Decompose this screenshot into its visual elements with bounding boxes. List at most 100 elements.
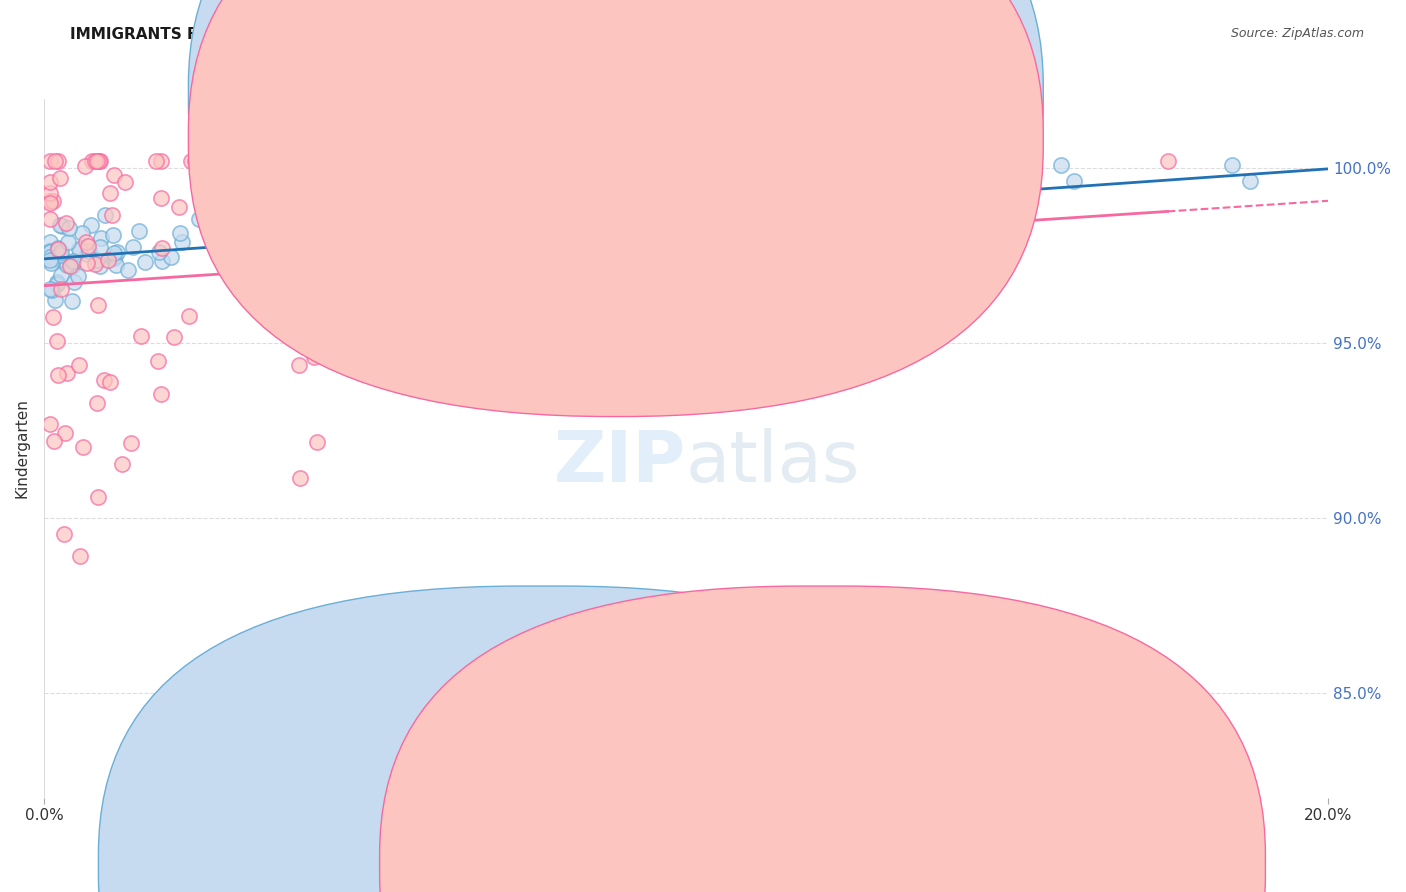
Point	[302, 245, 325, 260]
Point	[1019, 177, 1042, 191]
Point	[90, 231, 112, 245]
Point	[207, 240, 229, 254]
Point	[302, 253, 325, 268]
Point	[1049, 158, 1071, 172]
Point	[60, 294, 83, 309]
Point	[46, 277, 69, 291]
Point	[86, 154, 108, 169]
Point	[63, 275, 86, 289]
Point	[93, 373, 115, 387]
Point	[305, 434, 328, 449]
Point	[120, 436, 142, 450]
Point	[48, 252, 70, 266]
Point	[149, 386, 172, 401]
Point	[56, 366, 79, 380]
Point	[86, 253, 108, 268]
Point	[145, 154, 167, 169]
Point	[46, 368, 69, 383]
Point	[46, 241, 69, 255]
Point	[148, 354, 170, 368]
Point	[1220, 158, 1243, 172]
Point	[105, 245, 128, 260]
Point	[39, 417, 62, 431]
Point	[44, 293, 66, 308]
Point	[111, 457, 134, 471]
Point	[150, 191, 173, 205]
Point	[72, 440, 94, 454]
Point	[170, 235, 193, 249]
Point	[39, 250, 62, 264]
Point	[292, 248, 315, 262]
Text: R = 0.088   N = 69: R = 0.088 N = 69	[640, 134, 810, 152]
Point	[121, 239, 143, 253]
Point	[73, 159, 96, 173]
Point	[39, 245, 62, 260]
Point	[51, 219, 73, 233]
Text: IMMIGRANTS FROM IRELAND VS IMMIGRANTS FROM BELIZE KINDERGARTEN CORRELATION CHART: IMMIGRANTS FROM IRELAND VS IMMIGRANTS FR…	[70, 27, 908, 42]
Point	[129, 329, 152, 343]
Point	[952, 206, 974, 220]
Point	[59, 255, 82, 269]
Point	[53, 527, 76, 541]
Point	[39, 175, 62, 189]
Point	[42, 310, 65, 325]
Point	[55, 216, 77, 230]
Point	[288, 358, 311, 372]
Text: Source: ZipAtlas.com: Source: ZipAtlas.com	[1230, 27, 1364, 40]
Point	[134, 255, 156, 269]
Point	[193, 154, 215, 169]
Point	[429, 234, 451, 248]
Point	[48, 247, 70, 261]
Point	[150, 241, 173, 255]
Point	[302, 350, 325, 364]
Point	[84, 257, 107, 271]
Point	[177, 309, 200, 323]
Point	[48, 170, 70, 185]
Point	[180, 154, 202, 169]
Point	[84, 154, 107, 169]
Point	[87, 298, 110, 312]
Point	[149, 154, 172, 169]
Point	[262, 215, 284, 229]
Point	[42, 252, 65, 266]
Point	[53, 425, 76, 440]
Point	[103, 168, 125, 182]
Point	[89, 240, 111, 254]
Point	[49, 244, 72, 259]
Point	[1063, 174, 1085, 188]
Point	[76, 256, 98, 270]
Point	[44, 154, 66, 169]
Point	[77, 239, 100, 253]
Point	[42, 434, 65, 448]
Point	[67, 242, 90, 256]
Point	[117, 263, 139, 277]
Text: ZIP: ZIP	[554, 428, 686, 497]
Point	[301, 200, 323, 214]
Point	[69, 243, 91, 257]
Point	[70, 226, 93, 240]
Point	[103, 246, 125, 260]
Point	[39, 256, 62, 270]
Point	[163, 330, 186, 344]
Point	[169, 200, 191, 214]
Point	[87, 491, 110, 505]
Point	[314, 154, 336, 169]
Point	[58, 235, 80, 249]
Point	[103, 251, 125, 265]
Point	[42, 194, 65, 209]
Point	[974, 172, 997, 186]
Y-axis label: Kindergarten: Kindergarten	[15, 399, 30, 499]
Point	[39, 282, 62, 296]
Text: R = 0.410   N = 81: R = 0.410 N = 81	[640, 89, 810, 107]
Point	[69, 549, 91, 563]
Point	[39, 195, 62, 210]
Point	[104, 258, 127, 272]
Point	[46, 154, 69, 169]
Point	[148, 245, 170, 260]
Point	[39, 186, 62, 201]
Point	[314, 154, 336, 169]
Point	[370, 215, 392, 229]
Point	[169, 226, 191, 240]
Point	[39, 194, 62, 209]
Point	[39, 154, 62, 169]
